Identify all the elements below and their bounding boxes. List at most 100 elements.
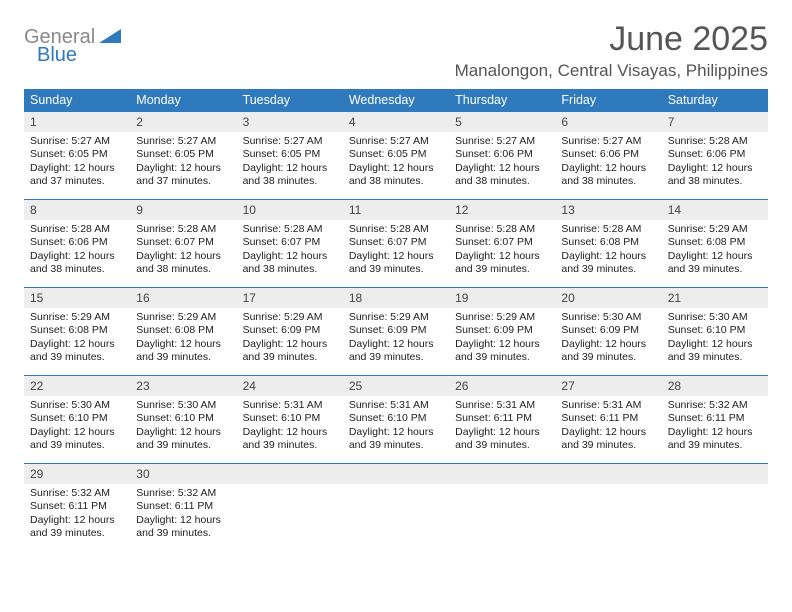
daylight-text: Daylight: 12 hours and 39 minutes.: [349, 250, 443, 277]
sunrise-text: Sunrise: 5:27 AM: [349, 135, 443, 148]
calendar-cell: 30Sunrise: 5:32 AMSunset: 6:11 PMDayligh…: [130, 464, 236, 552]
daylight-text: Daylight: 12 hours and 39 minutes.: [668, 426, 762, 453]
empty-day: [237, 464, 343, 484]
day-info: Sunrise: 5:27 AMSunset: 6:06 PMDaylight:…: [449, 132, 555, 194]
day-number: 16: [130, 288, 236, 308]
weekday-thursday: Thursday: [449, 89, 555, 112]
empty-day: [343, 464, 449, 484]
day-info: Sunrise: 5:29 AMSunset: 6:09 PMDaylight:…: [343, 308, 449, 370]
calendar-cell: 10Sunrise: 5:28 AMSunset: 6:07 PMDayligh…: [237, 200, 343, 288]
calendar-cell: 7Sunrise: 5:28 AMSunset: 6:06 PMDaylight…: [662, 112, 768, 200]
title-block: June 2025 Manalongon, Central Visayas, P…: [455, 20, 768, 81]
sunrise-text: Sunrise: 5:31 AM: [243, 399, 337, 412]
calendar-cell: 16Sunrise: 5:29 AMSunset: 6:08 PMDayligh…: [130, 288, 236, 376]
sunset-text: Sunset: 6:05 PM: [243, 148, 337, 161]
calendar-cell: [662, 464, 768, 552]
sunset-text: Sunset: 6:07 PM: [455, 236, 549, 249]
header: General June 2025 Manalongon, Central Vi…: [24, 20, 768, 81]
sunset-text: Sunset: 6:07 PM: [136, 236, 230, 249]
day-info: Sunrise: 5:28 AMSunset: 6:07 PMDaylight:…: [237, 220, 343, 282]
day-number: 9: [130, 200, 236, 220]
sunrise-text: Sunrise: 5:28 AM: [136, 223, 230, 236]
calendar-cell: 3Sunrise: 5:27 AMSunset: 6:05 PMDaylight…: [237, 112, 343, 200]
calendar-cell: 6Sunrise: 5:27 AMSunset: 6:06 PMDaylight…: [555, 112, 661, 200]
day-info: Sunrise: 5:28 AMSunset: 6:07 PMDaylight:…: [343, 220, 449, 282]
day-number: 10: [237, 200, 343, 220]
calendar-cell: 15Sunrise: 5:29 AMSunset: 6:08 PMDayligh…: [24, 288, 130, 376]
sunset-text: Sunset: 6:11 PM: [30, 500, 124, 513]
calendar-row: 8Sunrise: 5:28 AMSunset: 6:06 PMDaylight…: [24, 200, 768, 288]
sunrise-text: Sunrise: 5:27 AM: [136, 135, 230, 148]
day-number: 30: [130, 464, 236, 484]
day-number: 27: [555, 376, 661, 396]
daylight-text: Daylight: 12 hours and 37 minutes.: [136, 162, 230, 189]
daylight-text: Daylight: 12 hours and 38 minutes.: [243, 250, 337, 277]
day-number: 26: [449, 376, 555, 396]
sunrise-text: Sunrise: 5:29 AM: [668, 223, 762, 236]
calendar-cell: 25Sunrise: 5:31 AMSunset: 6:10 PMDayligh…: [343, 376, 449, 464]
day-info: Sunrise: 5:28 AMSunset: 6:06 PMDaylight:…: [662, 132, 768, 194]
day-number: 28: [662, 376, 768, 396]
day-info: Sunrise: 5:31 AMSunset: 6:11 PMDaylight:…: [555, 396, 661, 458]
day-number: 29: [24, 464, 130, 484]
daylight-text: Daylight: 12 hours and 38 minutes.: [30, 250, 124, 277]
sunset-text: Sunset: 6:11 PM: [136, 500, 230, 513]
calendar-row: 15Sunrise: 5:29 AMSunset: 6:08 PMDayligh…: [24, 288, 768, 376]
calendar-cell: 23Sunrise: 5:30 AMSunset: 6:10 PMDayligh…: [130, 376, 236, 464]
calendar-cell: 22Sunrise: 5:30 AMSunset: 6:10 PMDayligh…: [24, 376, 130, 464]
calendar-cell: [449, 464, 555, 552]
sunrise-text: Sunrise: 5:30 AM: [668, 311, 762, 324]
day-number: 18: [343, 288, 449, 308]
weekday-sunday: Sunday: [24, 89, 130, 112]
daylight-text: Daylight: 12 hours and 38 minutes.: [243, 162, 337, 189]
daylight-text: Daylight: 12 hours and 39 minutes.: [455, 250, 549, 277]
day-number: 1: [24, 112, 130, 132]
sunset-text: Sunset: 6:05 PM: [349, 148, 443, 161]
calendar-cell: 26Sunrise: 5:31 AMSunset: 6:11 PMDayligh…: [449, 376, 555, 464]
daylight-text: Daylight: 12 hours and 38 minutes.: [136, 250, 230, 277]
day-number: 23: [130, 376, 236, 396]
sunset-text: Sunset: 6:09 PM: [455, 324, 549, 337]
calendar-cell: 21Sunrise: 5:30 AMSunset: 6:10 PMDayligh…: [662, 288, 768, 376]
sunset-text: Sunset: 6:07 PM: [349, 236, 443, 249]
sunset-text: Sunset: 6:06 PM: [561, 148, 655, 161]
sunset-text: Sunset: 6:10 PM: [668, 324, 762, 337]
calendar-row: 1Sunrise: 5:27 AMSunset: 6:05 PMDaylight…: [24, 112, 768, 200]
sunrise-text: Sunrise: 5:29 AM: [30, 311, 124, 324]
weekday-monday: Monday: [130, 89, 236, 112]
sunset-text: Sunset: 6:05 PM: [136, 148, 230, 161]
daylight-text: Daylight: 12 hours and 39 minutes.: [349, 338, 443, 365]
day-number: 6: [555, 112, 661, 132]
calendar-cell: 5Sunrise: 5:27 AMSunset: 6:06 PMDaylight…: [449, 112, 555, 200]
day-info: Sunrise: 5:27 AMSunset: 6:05 PMDaylight:…: [343, 132, 449, 194]
daylight-text: Daylight: 12 hours and 39 minutes.: [561, 338, 655, 365]
calendar-cell: 4Sunrise: 5:27 AMSunset: 6:05 PMDaylight…: [343, 112, 449, 200]
daylight-text: Daylight: 12 hours and 39 minutes.: [455, 338, 549, 365]
sunrise-text: Sunrise: 5:28 AM: [561, 223, 655, 236]
day-number: 4: [343, 112, 449, 132]
daylight-text: Daylight: 12 hours and 39 minutes.: [668, 338, 762, 365]
empty-day: [449, 464, 555, 484]
sunset-text: Sunset: 6:08 PM: [668, 236, 762, 249]
calendar-body: 1Sunrise: 5:27 AMSunset: 6:05 PMDaylight…: [24, 112, 768, 552]
day-info: Sunrise: 5:28 AMSunset: 6:07 PMDaylight:…: [130, 220, 236, 282]
sunset-text: Sunset: 6:10 PM: [349, 412, 443, 425]
day-info: Sunrise: 5:29 AMSunset: 6:09 PMDaylight:…: [449, 308, 555, 370]
daylight-text: Daylight: 12 hours and 39 minutes.: [30, 514, 124, 541]
day-info: Sunrise: 5:27 AMSunset: 6:05 PMDaylight:…: [24, 132, 130, 194]
calendar-cell: 28Sunrise: 5:32 AMSunset: 6:11 PMDayligh…: [662, 376, 768, 464]
sunrise-text: Sunrise: 5:28 AM: [243, 223, 337, 236]
sunrise-text: Sunrise: 5:32 AM: [30, 487, 124, 500]
calendar-cell: 13Sunrise: 5:28 AMSunset: 6:08 PMDayligh…: [555, 200, 661, 288]
sunrise-text: Sunrise: 5:30 AM: [30, 399, 124, 412]
day-info: Sunrise: 5:31 AMSunset: 6:10 PMDaylight:…: [343, 396, 449, 458]
sunrise-text: Sunrise: 5:30 AM: [136, 399, 230, 412]
sunset-text: Sunset: 6:11 PM: [668, 412, 762, 425]
sunset-text: Sunset: 6:08 PM: [30, 324, 124, 337]
day-info: Sunrise: 5:30 AMSunset: 6:10 PMDaylight:…: [24, 396, 130, 458]
sunset-text: Sunset: 6:09 PM: [349, 324, 443, 337]
calendar-cell: 17Sunrise: 5:29 AMSunset: 6:09 PMDayligh…: [237, 288, 343, 376]
calendar-cell: 20Sunrise: 5:30 AMSunset: 6:09 PMDayligh…: [555, 288, 661, 376]
day-number: 22: [24, 376, 130, 396]
day-info: Sunrise: 5:28 AMSunset: 6:06 PMDaylight:…: [24, 220, 130, 282]
